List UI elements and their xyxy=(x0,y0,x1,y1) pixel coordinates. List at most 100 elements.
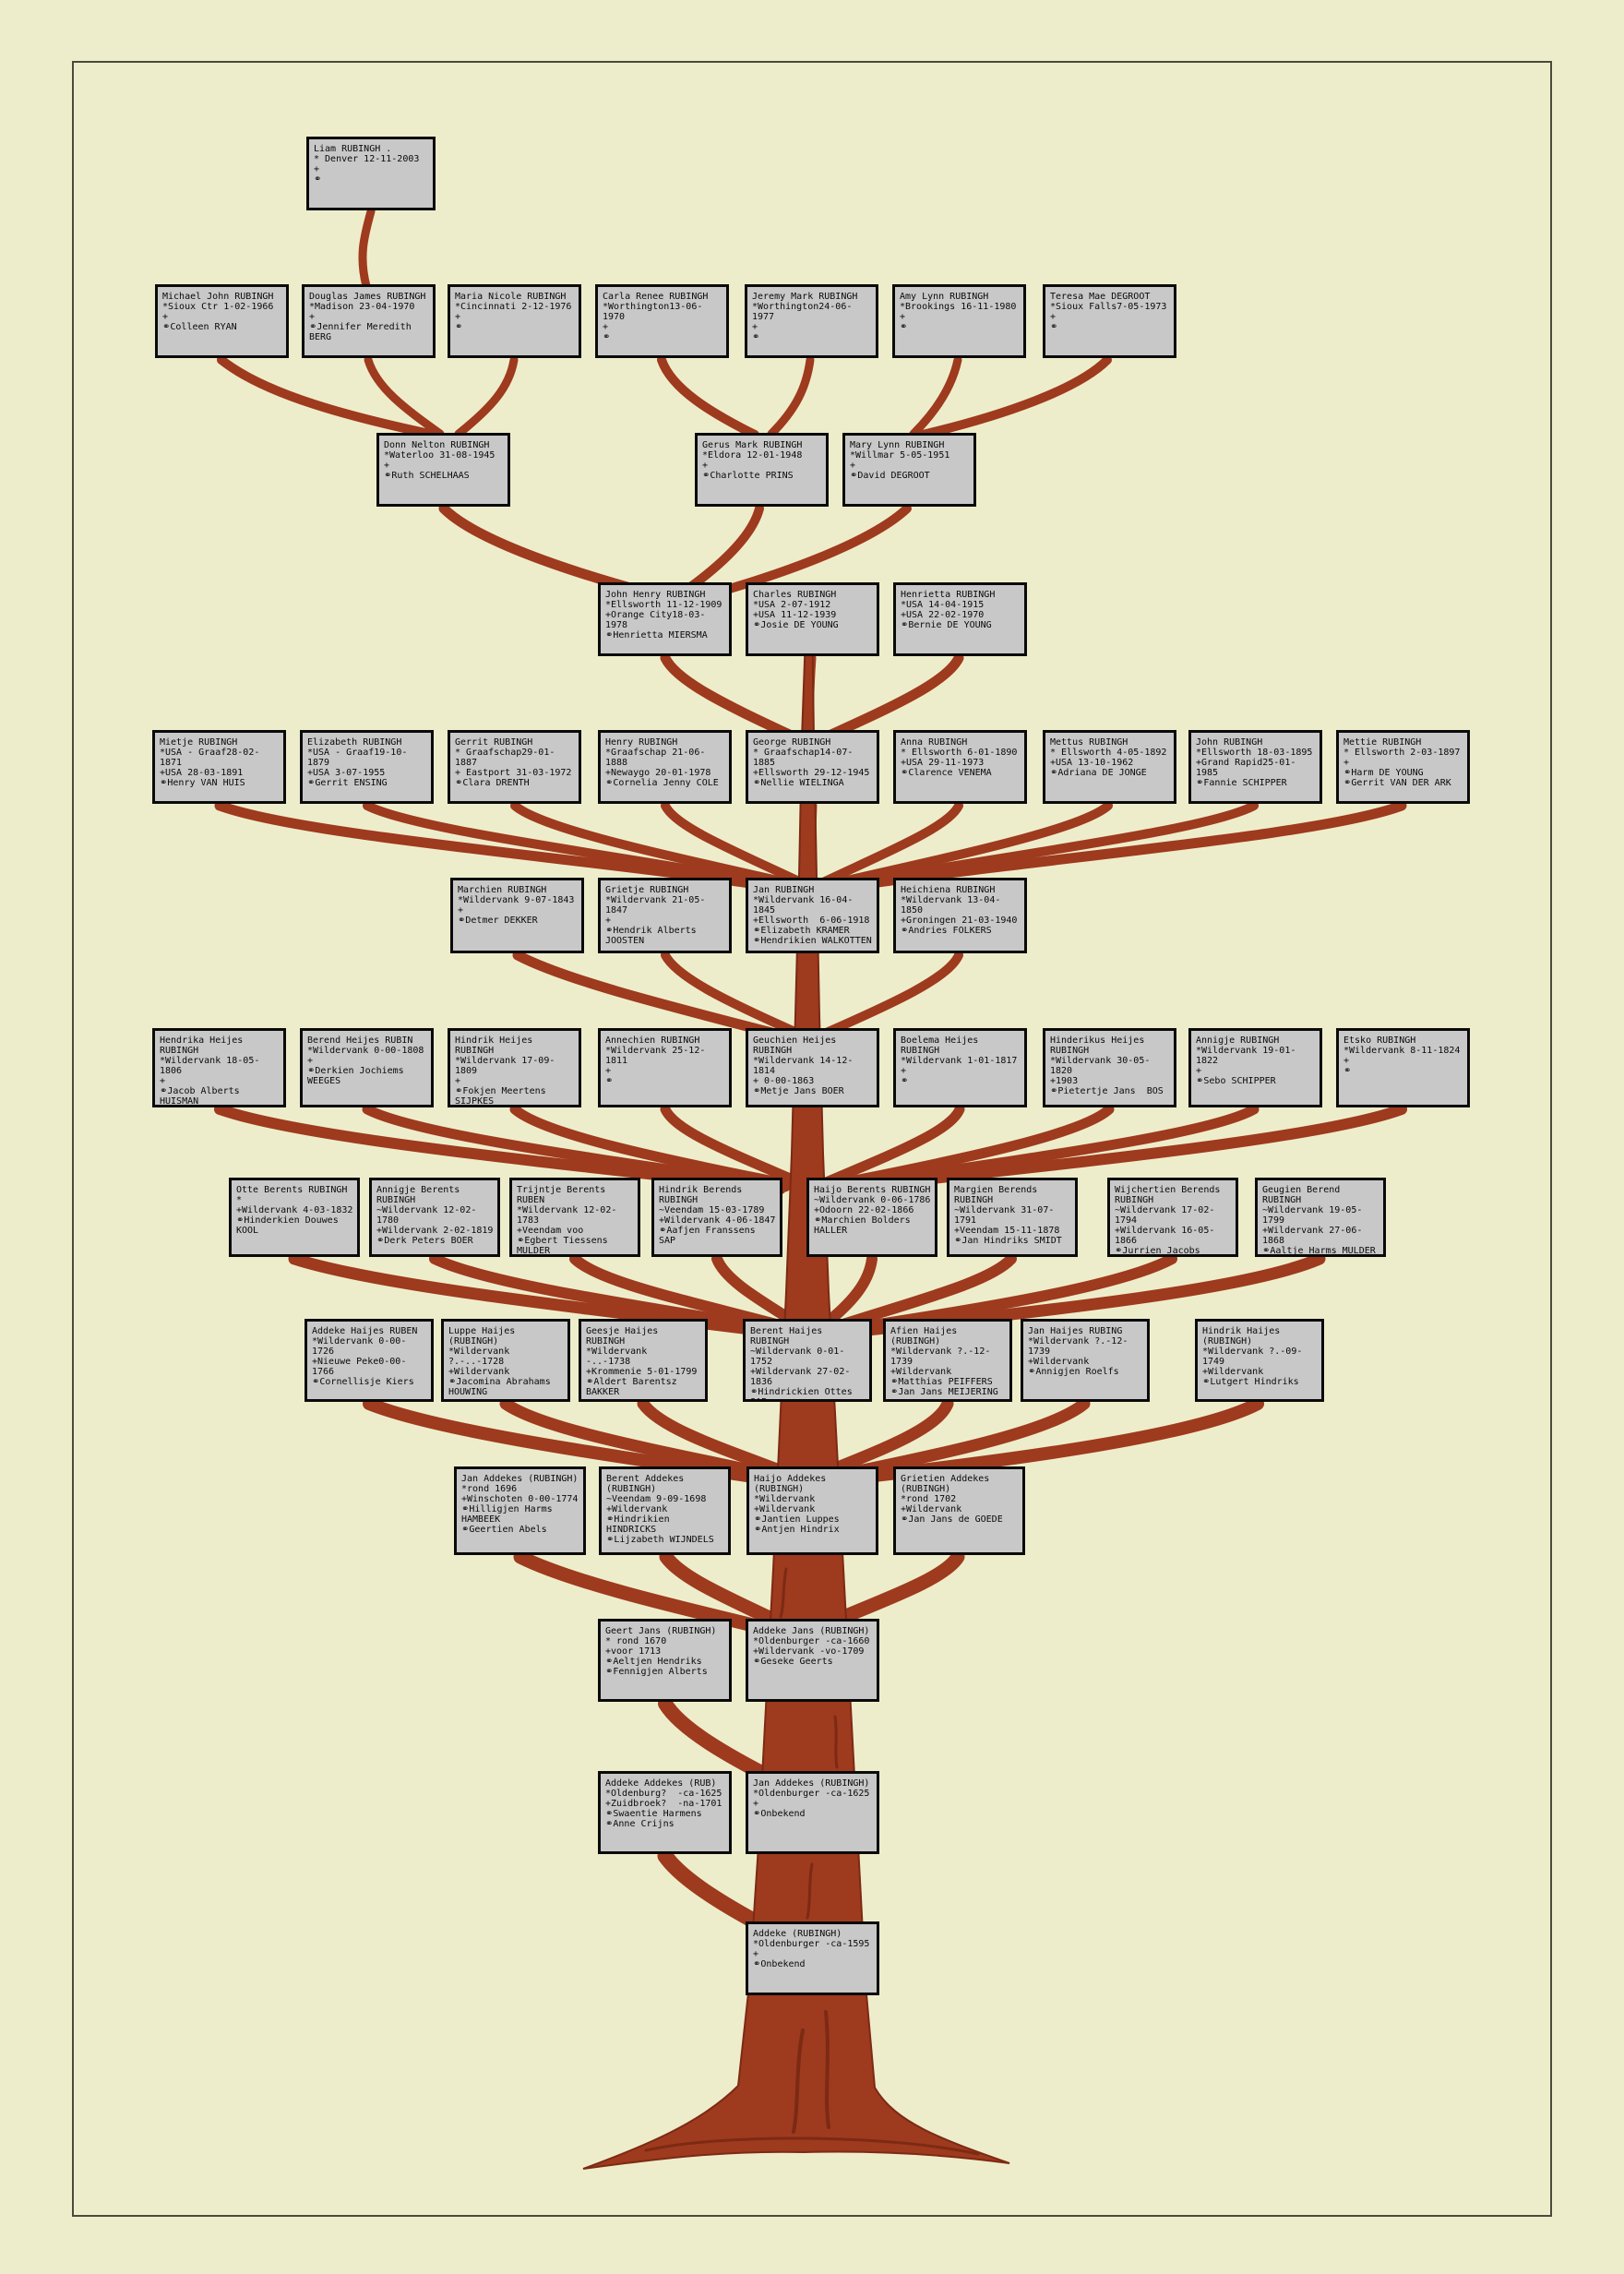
person-detail: *Wildervank ?.-12-1739 xyxy=(890,1346,991,1367)
person-box: Addeke (RUBINGH) *Oldenburger -ca-1595 + ⚭O… xyxy=(746,1921,879,1995)
person-detail: *Wildervank xyxy=(754,1494,816,1504)
person-box: Donn Nelton RUBINGH *Waterloo 31-08-1945 +… xyxy=(376,433,510,507)
person-box: Berend Heijes RUBIN *Wildervank 0-00-1808… xyxy=(300,1028,434,1107)
person-detail: ⚭Jurrien Jacobs KROON xyxy=(1115,1246,1200,1256)
person-box: Jan RUBINGH *Wildervank 16-04-1845 +Ellswo… xyxy=(746,878,879,953)
person-detail: ⚭Anne Crijns xyxy=(605,1819,675,1829)
person-detail: +Wildervank 4-06-1847 xyxy=(659,1215,776,1226)
person-box: Liam RUBINGH . * Denver 12-11-2003 + ⚭ xyxy=(306,137,436,210)
person-detail: * Graafschap29-01-1887 xyxy=(455,748,555,768)
person-detail: *Wildervank -..-1738 xyxy=(586,1346,659,1367)
person-detail: +Wildervank 2-02-1819 xyxy=(376,1226,494,1236)
person-detail: *Brookings 16-11-1980 xyxy=(900,302,1017,312)
person-detail: +USA 3-07-1955 xyxy=(307,768,386,778)
person-detail: *Worthington13-06-1970 xyxy=(603,302,703,322)
person-name: Carla Renee RUBINGH xyxy=(603,292,709,302)
person-detail: ⚭Andries FOLKERS xyxy=(901,926,992,936)
person-detail: + Eastport 31-03-1972 xyxy=(455,768,572,778)
person-box: Hendrika Heijes RUBINGH *Wildervank 18-05… xyxy=(152,1028,286,1107)
person-detail: + xyxy=(1196,1066,1202,1076)
person-detail: *Oldenburger -ca-1660 xyxy=(753,1636,870,1646)
person-detail: ⚭Harm DE YOUNG xyxy=(1343,768,1424,778)
person-detail: *Cincinnati 2-12-1976 xyxy=(455,302,572,312)
person-box: Otte Berents RUBINGH * +Wildervank 4-03-18… xyxy=(229,1178,360,1257)
person-detail: +Wildervank xyxy=(448,1367,510,1377)
person-name: Hindrik Haijes (RUBINGH) xyxy=(1202,1326,1286,1346)
person-box: Annigje Berents RUBINGH ~Wildervank 12-02… xyxy=(369,1178,500,1257)
person-detail: ⚭Charlotte PRINS xyxy=(702,471,794,481)
person-name: Heichiena RUBINGH xyxy=(901,885,996,895)
person-box: Addeke Haijes RUBEN *Wildervank 0-00-1726… xyxy=(304,1319,434,1402)
person-detail: + xyxy=(702,461,709,471)
person-detail: ⚭ xyxy=(901,1076,909,1086)
person-detail: *Wildervank ?.-09-1749 xyxy=(1202,1346,1303,1367)
person-detail: + xyxy=(752,322,758,332)
person-detail: ⚭Jennifer Meredith BERG xyxy=(309,322,417,342)
person-box: Mettie RUBINGH * Ellsworth 2-03-1897 + ⚭Har… xyxy=(1336,730,1470,804)
person-box: Heichiena RUBINGH *Wildervank 13-04-1850 +… xyxy=(893,878,1027,953)
person-detail: +Grand Rapid25-01-1985 xyxy=(1196,758,1296,778)
person-name: George RUBINGH xyxy=(753,737,831,748)
person-detail: ⚭Jan Hindriks SMIDT xyxy=(954,1236,1062,1246)
person-name: Annigje RUBINGH xyxy=(1196,1035,1280,1046)
person-name: Etsko RUBINGH xyxy=(1343,1035,1416,1046)
person-box: Hindrik Berends RUBINGH ~Veendam 15-03-17… xyxy=(651,1178,782,1257)
person-box: Margien Berends RUBINGH ~Wildervank 31-07… xyxy=(947,1178,1078,1257)
person-box: Gerrit RUBINGH * Graafschap29-01-1887 + Ea… xyxy=(448,730,581,804)
person-detail: +Wildervank xyxy=(606,1504,668,1514)
person-detail: *Madison 23-04-1970 xyxy=(309,302,415,312)
person-box: Etsko RUBINGH *Wildervank 8-11-1824 + ⚭ xyxy=(1336,1028,1470,1107)
person-name: Hindrik Heijes RUBINGH xyxy=(455,1035,539,1056)
person-box: John RUBINGH *Ellsworth 18-03-1895 +Grand … xyxy=(1188,730,1322,804)
person-box: Luppe Haijes (RUBINGH) *Wildervank ?.-..-… xyxy=(441,1319,570,1402)
person-detail: *Wildervank 30-05-1820 xyxy=(1050,1056,1151,1076)
person-detail: * rond 1670 xyxy=(605,1636,667,1646)
person-detail: *Waterloo 31-08-1945 xyxy=(384,450,496,461)
person-detail: ⚭David DEGROOT xyxy=(850,471,930,481)
person-detail: ⚭Pietertje Jans BOS xyxy=(1050,1086,1164,1096)
person-box: Annechien RUBINGH *Wildervank 25-12-1811 +… xyxy=(598,1028,732,1107)
person-detail: ~Wildervank 17-02-1794 xyxy=(1115,1205,1215,1226)
person-name: Geesje Haijes RUBINGH xyxy=(586,1326,664,1346)
person-detail: *Graafschap 21-06-1888 xyxy=(605,748,706,768)
person-detail: ⚭Antjen Hindrix xyxy=(754,1525,840,1535)
person-detail: +Newaygo 20-01-1978 xyxy=(605,768,711,778)
person-box: Amy Lynn RUBINGH *Brookings 16-11-1980 + ⚭ xyxy=(892,284,1026,358)
person-detail: ⚭ xyxy=(900,322,908,332)
person-box: Hinderikus Heijes RUBINGH *Wildervank 30-… xyxy=(1043,1028,1176,1107)
person-detail: + xyxy=(753,1949,759,1959)
person-box: Mietje RUBINGH *USA - Graaf28-02-1871 +USA… xyxy=(152,730,286,804)
person-name: Berent Haijes RUBINGH xyxy=(750,1326,829,1346)
person-detail: ~Wildervank 19-05-1799 xyxy=(1262,1205,1363,1226)
person-detail: + xyxy=(309,312,316,322)
person-name: Henrietta RUBINGH xyxy=(901,590,996,600)
person-name: Addeke (RUBINGH) xyxy=(753,1929,842,1939)
person-name: Grietje RUBINGH xyxy=(605,885,689,895)
person-detail: * Ellsworth 2-03-1897 xyxy=(1343,748,1461,758)
person-detail: + xyxy=(753,1799,759,1809)
person-box: Addeke Jans (RUBINGH) *Oldenburger -ca-16… xyxy=(746,1619,879,1702)
person-detail: ⚭Jantien Luppes xyxy=(754,1514,840,1525)
person-box: Berent Addekes (RUBINGH) ~Veendam 9-09-16… xyxy=(599,1466,731,1555)
person-name: Wijchertien Berends RUBINGH xyxy=(1115,1185,1226,1205)
person-name: Luppe Haijes (RUBINGH) xyxy=(448,1326,521,1346)
person-detail: ⚭Annigjen Roelfs xyxy=(1028,1367,1119,1377)
person-detail: ⚭Gerrit VAN DER ARK xyxy=(1343,778,1451,788)
person-detail: *USA - Graaf28-02-1871 xyxy=(160,748,260,768)
person-detail: +Groningen 21-03-1940 xyxy=(901,916,1018,926)
person-detail: + xyxy=(160,1076,166,1086)
person-detail: *Oldenburger -ca-1625 xyxy=(753,1789,870,1799)
person-box: Mettus RUBINGH * Ellsworth 4-05-1892 +USA … xyxy=(1043,730,1176,804)
person-detail: +Wildervank 16-05-1866 xyxy=(1115,1226,1215,1246)
person-detail: +Nieuwe Peke0-00-1766 xyxy=(312,1357,407,1377)
person-detail: + xyxy=(901,1066,907,1076)
person-detail: ⚭Aeltjen Hendriks xyxy=(605,1657,702,1667)
person-name: Jan Addekes (RUBINGH) xyxy=(753,1778,870,1789)
person-name: Mettus RUBINGH xyxy=(1050,737,1128,748)
person-name: Henry RUBINGH xyxy=(605,737,678,748)
person-name: Jan Addekes (RUBINGH) xyxy=(461,1474,579,1484)
person-detail: +Ellsworth 6-06-1918 xyxy=(753,916,870,926)
person-detail: +USA 22-02-1970 xyxy=(901,610,985,620)
person-name: Annigje Berents RUBINGH xyxy=(376,1185,466,1205)
person-detail: ⚭Gerrit ENSING xyxy=(307,778,388,788)
